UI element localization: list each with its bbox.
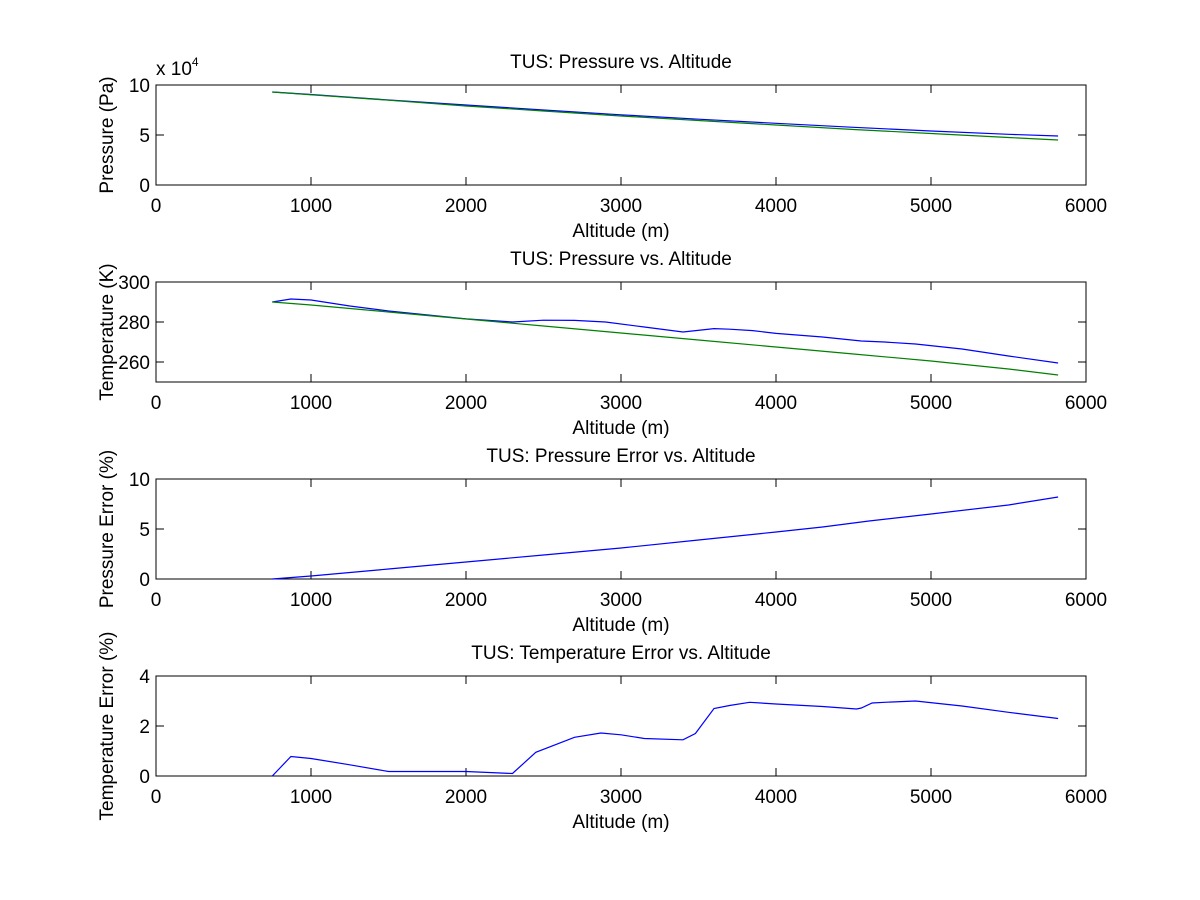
y-tick-label: 10 xyxy=(129,470,150,491)
x-tick-label: 4000 xyxy=(755,590,797,611)
y-axis-label: Temperature (K) xyxy=(97,263,118,400)
x-tick-label: 2000 xyxy=(445,393,487,414)
series-line-2 xyxy=(272,301,1059,376)
x-tick-label: 4000 xyxy=(755,393,797,414)
subplot-title: TUS: Pressure vs. Altitude xyxy=(510,249,732,270)
y-tick-label: 260 xyxy=(118,353,150,374)
x-tick-label: 2000 xyxy=(445,787,487,808)
y-tick-label: 10 xyxy=(129,76,150,97)
x-tick-label: 1000 xyxy=(290,393,332,414)
x-tick-label: 1000 xyxy=(290,787,332,808)
y-exponent-power: 4 xyxy=(192,55,199,69)
series-line-1 xyxy=(272,496,1059,580)
y-tick-label: 5 xyxy=(139,520,150,541)
subplot-2: 0 1000 2000 3000 4000 5000 6000 260 280 300 TUS: P… xyxy=(97,249,1107,439)
x-tick-label: 3000 xyxy=(600,196,642,217)
series-line-1 xyxy=(271,700,1059,777)
series-line-2 xyxy=(272,91,1059,141)
y-tick-label: 5 xyxy=(139,126,150,147)
y-tick-label: 280 xyxy=(118,313,150,334)
y-tick-label: 2 xyxy=(139,717,150,738)
x-tick-label: 0 xyxy=(151,196,162,217)
x-axis-label: Altitude (m) xyxy=(572,418,669,439)
x-tick-label: 5000 xyxy=(910,196,952,217)
x-tick-label: 6000 xyxy=(1065,393,1107,414)
x-tick-label: 4000 xyxy=(755,196,797,217)
y-tick-label: 0 xyxy=(139,767,150,788)
subplot-title: TUS: Pressure Error vs. Altitude xyxy=(486,446,755,467)
y-axis-label: Pressure Error (%) xyxy=(97,450,118,608)
x-tick-label: 1000 xyxy=(290,196,332,217)
y-exponent-label: x 104 xyxy=(156,55,199,80)
x-tick-label: 3000 xyxy=(600,590,642,611)
x-tick-label: 6000 xyxy=(1065,787,1107,808)
subplot-3: 0 1000 2000 3000 4000 5000 6000 0 5 10 TUS: Pressu… xyxy=(97,446,1107,636)
x-tick-label: 0 xyxy=(151,590,162,611)
series-line-1 xyxy=(272,298,1059,364)
y-tick-label: 0 xyxy=(139,176,150,197)
x-tick-label: 4000 xyxy=(755,787,797,808)
x-tick-label: 0 xyxy=(151,787,162,808)
y-tick-label: 4 xyxy=(139,667,150,688)
y-axis-label: Pressure (Pa) xyxy=(97,76,118,193)
x-tick-label: 0 xyxy=(151,393,162,414)
x-tick-label: 2000 xyxy=(445,196,487,217)
subplot-title: TUS: Temperature Error vs. Altitude xyxy=(471,643,771,664)
x-tick-label: 3000 xyxy=(600,787,642,808)
y-tick-label: 300 xyxy=(118,273,150,294)
x-axis-label: Altitude (m) xyxy=(572,812,669,833)
x-tick-label: 1000 xyxy=(290,590,332,611)
x-tick-label: 3000 xyxy=(600,393,642,414)
x-axis-label: Altitude (m) xyxy=(572,221,669,242)
subplot-title: TUS: Pressure vs. Altitude xyxy=(510,52,732,73)
x-tick-label: 5000 xyxy=(910,393,952,414)
x-tick-label: 6000 xyxy=(1065,196,1107,217)
y-axis-label: Temperature Error (%) xyxy=(97,632,118,821)
x-axis-label: Altitude (m) xyxy=(572,615,669,636)
x-tick-label: 6000 xyxy=(1065,590,1107,611)
y-tick-label: 0 xyxy=(139,570,150,591)
x-tick-label: 2000 xyxy=(445,590,487,611)
subplot-1: 0 1000 2000 3000 4000 5000 6000 0 5 10 x 104 TUS: P… xyxy=(97,52,1107,242)
x-tick-label: 5000 xyxy=(910,787,952,808)
subplot-4: 0 1000 2000 3000 4000 5000 6000 0 2 4 TUS: Tempera… xyxy=(97,632,1107,834)
x-tick-label: 5000 xyxy=(910,590,952,611)
